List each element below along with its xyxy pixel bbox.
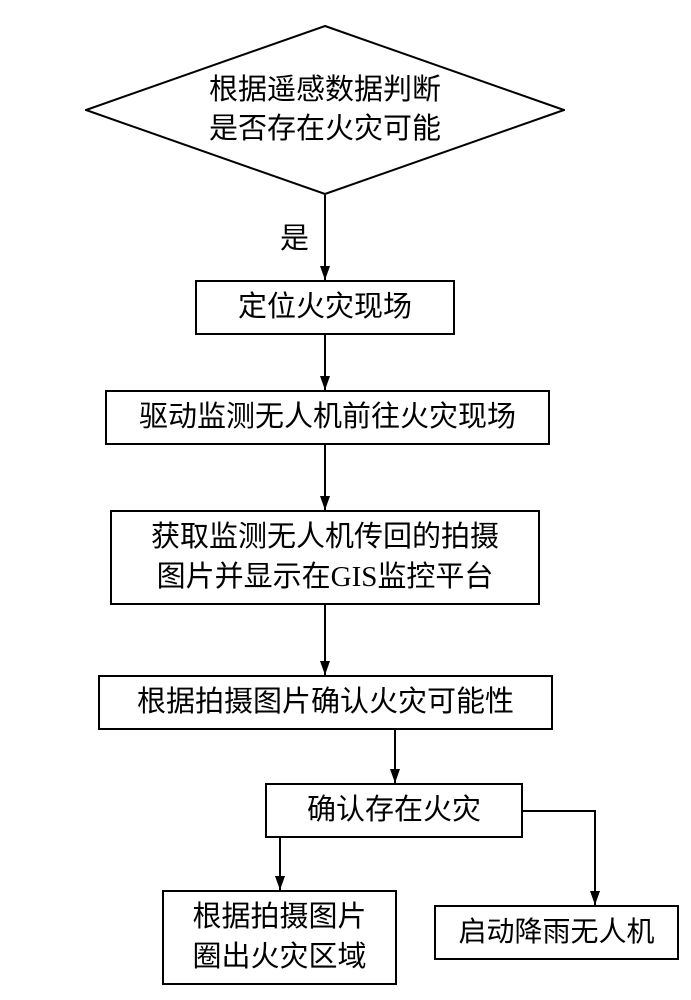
process-node-dispatch-drone: 驱动监测无人机前往火灾现场 [105, 390, 550, 445]
decision-node: 根据遥感数据判断是否存在火灾可能 [85, 25, 565, 195]
process-node-circle-area: 根据拍摄图片圈出火灾区域 [162, 890, 397, 985]
node-label: 获取监测无人机传回的拍摄图片并显示在GIS监控平台 [151, 518, 499, 596]
process-node-confirm-fire: 确认存在火灾 [265, 783, 523, 838]
edge-label-yes: 是 [280, 215, 309, 257]
node-label: 根据拍摄图片圈出火灾区域 [192, 898, 366, 976]
node-label: 定位火灾现场 [238, 288, 412, 327]
process-node-confirm-possibility: 根据拍摄图片确认火灾可能性 [98, 675, 553, 730]
flowchart-canvas: 根据遥感数据判断是否存在火灾可能 定位火灾现场 驱动监测无人机前往火灾现场 获取… [0, 0, 691, 1000]
process-node-get-images: 获取监测无人机传回的拍摄图片并显示在GIS监控平台 [110, 510, 540, 605]
process-node-locate: 定位火灾现场 [195, 280, 455, 335]
node-label: 确认存在火灾 [307, 791, 481, 830]
node-label: 根据拍摄图片确认火灾可能性 [137, 683, 514, 722]
process-node-start-rain-drone: 启动降雨无人机 [434, 905, 679, 960]
node-label: 驱动监测无人机前往火灾现场 [139, 398, 516, 437]
decision-node-text: 根据遥感数据判断是否存在火灾可能 [85, 25, 565, 195]
node-label: 启动降雨无人机 [458, 914, 654, 952]
